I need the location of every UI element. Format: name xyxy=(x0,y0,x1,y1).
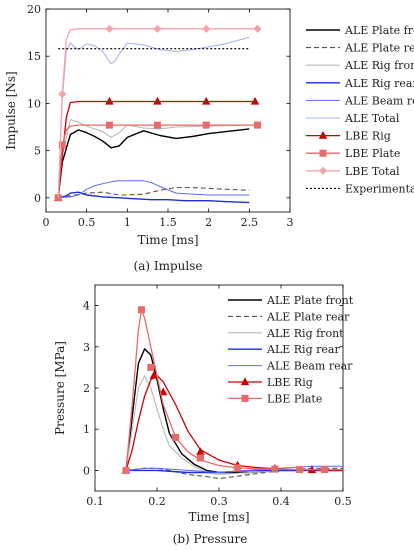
legend-label-ale-rig-front: ALE Rig front xyxy=(266,327,344,340)
data-point-lbe-rig xyxy=(201,96,211,105)
series-line-ale-plate-front xyxy=(57,128,250,198)
legend-label-ale-beam-rear: ALE Beam rear xyxy=(266,360,353,373)
legend-label-ale-total: ALE Total xyxy=(344,112,400,125)
x-tick-label: 2.5 xyxy=(241,216,259,229)
data-point-lbe-plate xyxy=(234,464,242,472)
legend-label-lbe-rig: LBE Rig xyxy=(345,130,391,143)
x-tick-label: 1.5 xyxy=(159,216,177,229)
x-tick-label: 2 xyxy=(205,216,212,229)
data-point-lbe-rig xyxy=(196,447,205,455)
data-point-lbe-plate xyxy=(196,454,204,462)
y-tick-label: 15 xyxy=(27,50,41,63)
y-tick-label: 0 xyxy=(83,464,90,477)
data-point-lbe-total xyxy=(58,89,67,99)
data-point-lbe-total xyxy=(105,24,114,33)
y-tick-label: 0 xyxy=(34,192,41,205)
y-tick-label: 5 xyxy=(34,145,41,158)
legend-label-ale-plate-front: ALE Plate front xyxy=(266,294,354,307)
legend-marker-lbe-rig xyxy=(240,377,250,386)
x-axis-label: Time [ms] xyxy=(137,233,198,247)
series-layer xyxy=(53,24,262,204)
legend-label-ale-rig-front: ALE Rig front xyxy=(344,59,414,72)
x-tick-label: 0.5 xyxy=(334,495,352,508)
legend: ALE Plate front ALE Plate rear ALE Rig fro… xyxy=(306,24,414,195)
x-tick-label: 1 xyxy=(124,216,131,229)
impulse-chart: 0 0.5 1 1.5 2 2.5 3 0 5 10 15 20 Time [ms] Impulse [N… xyxy=(4,3,414,273)
figure-caption: (a) Impulse xyxy=(134,259,203,273)
data-point-lbe-plate xyxy=(271,465,279,473)
legend-label-ale-plate-rear: ALE Plate rear xyxy=(266,310,350,323)
series-line-ale-rig-rear xyxy=(58,191,250,204)
data-point-lbe-rig xyxy=(149,371,159,379)
data-point-lbe-total xyxy=(153,24,162,33)
x-tick-label: 0.3 xyxy=(210,495,228,508)
series-line-ale-beam-rear xyxy=(58,180,250,199)
x-axis-label: Time [ms] xyxy=(188,510,249,524)
data-point-lbe-plate xyxy=(172,433,180,441)
y-tick-label: 3 xyxy=(83,341,90,354)
legend-label-ale-plate-front: ALE Plate front xyxy=(344,24,414,37)
data-point-lbe-rig xyxy=(153,96,162,105)
y-tick-label: 4 xyxy=(83,300,90,313)
data-point-lbe-plate xyxy=(202,121,210,129)
series-line-lbe-total xyxy=(57,28,258,198)
series-line-lbe-plate xyxy=(57,124,258,198)
series-layer xyxy=(121,306,343,480)
legend-marker-lbe-plate xyxy=(319,149,327,157)
data-point-lbe-plate xyxy=(105,121,113,129)
series-line-ale-plate-front xyxy=(125,348,343,474)
x-tick-label: 0.5 xyxy=(78,216,96,229)
data-point-lbe-total xyxy=(202,24,211,33)
legend-marker-lbe-plate xyxy=(241,394,249,402)
series-line-ale-rig-front xyxy=(125,375,343,476)
x-tick-label: 0.2 xyxy=(148,495,166,508)
data-point-lbe-rig xyxy=(250,96,260,105)
y-tick-label: 10 xyxy=(27,97,41,110)
series-line-lbe-rig xyxy=(57,100,255,198)
plot-frame xyxy=(45,8,291,213)
pressure-chart: 0.1 0.2 0.3 0.4 0.5 0 1 2 3 4 Time [ms] Pressure [M… xyxy=(53,284,354,546)
series-line-ale-total xyxy=(57,36,250,198)
legend-label-experimental: Experimental xyxy=(345,182,414,195)
data-point-lbe-plate xyxy=(296,466,304,474)
data-point-lbe-plate xyxy=(320,466,328,474)
series-line-ale-rig-front xyxy=(57,118,250,198)
legend-label-ale-plate-rear: ALE Plate rear xyxy=(344,42,414,55)
legend-label-ale-rig-rear: ALE Rig rear xyxy=(266,343,340,356)
y-tick-label: 1 xyxy=(83,423,90,436)
data-point-lbe-plate xyxy=(138,306,145,314)
y-axis-label: Impulse [Ns] xyxy=(4,71,18,149)
data-point-lbe-rig xyxy=(105,96,114,105)
legend-label-ale-beam-rear: ALE Beam rear xyxy=(344,94,414,107)
figure-caption: (b) Pressure xyxy=(173,532,248,546)
legend-label-lbe-rig: LBE Rig xyxy=(267,376,313,389)
legend-label-ale-rig-rear: ALE Rig rear xyxy=(344,77,414,90)
x-tick-label: 0.4 xyxy=(272,495,290,508)
data-point-lbe-plate xyxy=(122,466,130,474)
x-tick-label: 0.1 xyxy=(86,495,104,508)
data-point-lbe-plate xyxy=(147,363,155,371)
legend-marker-lbe-rig xyxy=(318,130,328,139)
legend-label-lbe-plate: LBE Plate xyxy=(345,147,400,160)
x-tick-label: 0 xyxy=(43,216,50,229)
y-tick-label: 2 xyxy=(83,382,90,395)
legend-label-lbe-total: LBE Total xyxy=(345,165,400,178)
legend-marker-lbe-total xyxy=(318,166,328,175)
y-axis-label: Pressure [MPa] xyxy=(53,341,67,435)
y-tick-label: 20 xyxy=(27,3,41,16)
legend: ALE Plate front ALE Plate rear ALE Rig fro… xyxy=(228,294,354,405)
x-tick-label: 3 xyxy=(287,216,294,229)
data-point-lbe-plate xyxy=(153,121,161,129)
legend-label-lbe-plate: LBE Plate xyxy=(267,392,322,405)
data-point-lbe-rig xyxy=(158,387,168,396)
data-point-lbe-total xyxy=(253,24,262,33)
data-point-lbe-plate xyxy=(58,141,66,149)
data-point-lbe-plate xyxy=(253,121,261,129)
